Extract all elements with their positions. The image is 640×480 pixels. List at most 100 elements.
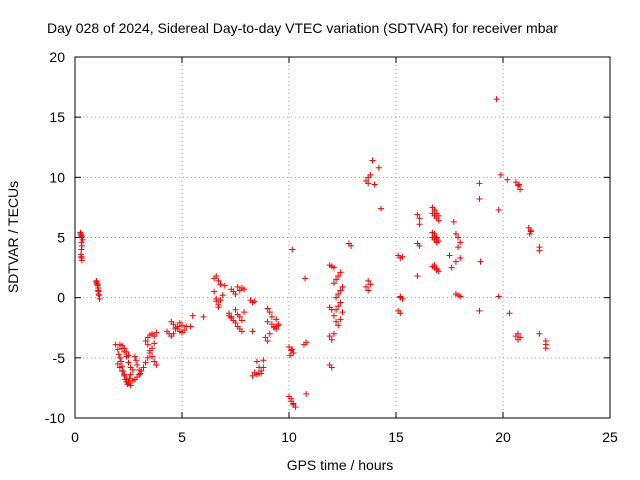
data-point: [335, 273, 342, 280]
chart-title: Day 028 of 2024, Sidereal Day-to-day VTE…: [47, 20, 558, 36]
data-point: [450, 218, 457, 225]
data-point: [512, 179, 519, 186]
data-point: [365, 180, 372, 187]
data-point: [328, 336, 335, 343]
y-tick-label: 5: [57, 230, 65, 246]
data-point: [397, 310, 404, 317]
data-point: [236, 313, 243, 320]
x-tick-label: 20: [495, 429, 511, 445]
data-point: [126, 375, 133, 382]
data-point: [457, 293, 464, 300]
data-point: [337, 269, 344, 276]
data-point: [260, 357, 267, 364]
data-point: [493, 96, 500, 103]
data-point: [495, 293, 502, 300]
x-axis-label: GPS time / hours: [287, 457, 394, 473]
data-point: [251, 298, 258, 305]
x-tick-label: 25: [602, 429, 618, 445]
x-tick-label: 0: [71, 429, 79, 445]
data-point: [455, 244, 462, 251]
data-point: [215, 277, 222, 284]
data-point: [181, 327, 188, 334]
data-point: [328, 364, 335, 371]
data-point: [514, 336, 521, 343]
data-point: [217, 281, 224, 288]
data-point: [118, 358, 125, 365]
data-point: [457, 254, 464, 261]
data-point: [431, 230, 438, 237]
data-point: [123, 348, 130, 355]
data-point: [125, 352, 132, 359]
data-point: [127, 371, 134, 378]
data-point: [477, 258, 484, 265]
data-point: [335, 291, 342, 298]
data-point: [151, 358, 158, 365]
data-point: [78, 253, 85, 260]
data-point: [142, 337, 149, 344]
data-point: [517, 186, 524, 193]
data-point: [234, 283, 241, 290]
data-point: [335, 303, 342, 310]
y-tick-label: 15: [49, 109, 65, 125]
data-point: [286, 393, 292, 400]
data-point: [132, 357, 139, 364]
data-point: [275, 322, 282, 329]
data-point: [187, 323, 194, 330]
data-point: [452, 230, 459, 237]
data-point: [348, 242, 355, 249]
data-point: [288, 398, 295, 405]
data-point: [228, 315, 235, 322]
data-point: [170, 330, 177, 337]
data-point: [146, 347, 153, 354]
data-point: [189, 312, 196, 319]
data-point: [217, 297, 224, 304]
data-point: [446, 252, 453, 259]
data-point: [476, 180, 483, 187]
data-point: [136, 371, 143, 378]
data-point: [153, 362, 160, 369]
data-point: [96, 295, 103, 302]
data-point: [497, 171, 504, 178]
data-point: [264, 305, 271, 312]
data-point: [431, 262, 438, 269]
data-point: [414, 211, 421, 218]
data-point: [287, 352, 294, 359]
data-point: [78, 233, 85, 240]
data-point: [452, 258, 459, 265]
data-point: [215, 304, 222, 311]
axis-ticks: [74, 56, 611, 419]
data-point: [125, 359, 132, 366]
data-point: [457, 239, 464, 246]
data-point: [116, 364, 123, 371]
data-point: [213, 295, 220, 302]
data-point: [335, 322, 342, 329]
data-point: [273, 316, 280, 323]
data-point: [249, 328, 256, 335]
data-point: [339, 309, 346, 316]
data-point: [369, 157, 376, 164]
data-point: [512, 333, 519, 340]
data-point: [140, 364, 147, 371]
data-point: [221, 282, 228, 289]
data-point: [495, 206, 502, 213]
data-point: [116, 354, 123, 361]
tick-labels: 0 5 10 15 20 25 -10 -5 0 5 10 15 20: [45, 49, 618, 445]
data-point: [114, 360, 121, 367]
data-point: [290, 401, 297, 408]
data-point: [416, 221, 423, 228]
data-point: [455, 234, 462, 241]
data-point: [232, 319, 239, 326]
data-point: [115, 351, 122, 358]
data-point: [367, 281, 374, 288]
data-point: [179, 322, 185, 329]
data-point: [119, 368, 126, 375]
data-point: [333, 318, 340, 325]
data-point: [526, 230, 533, 237]
data-point: [232, 291, 239, 298]
y-tick-label: 0: [57, 290, 65, 306]
data-point: [333, 306, 340, 313]
data-point: [144, 341, 151, 348]
data-point: [504, 176, 511, 183]
